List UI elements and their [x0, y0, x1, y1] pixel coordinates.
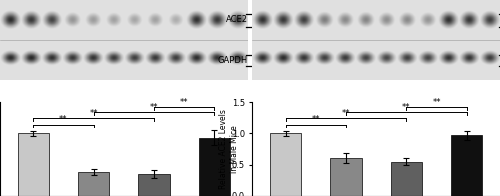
Bar	[138, 174, 170, 196]
Bar	[330, 159, 362, 196]
Text: 130: 130	[258, 12, 271, 17]
Text: **: **	[180, 98, 188, 107]
Text: 100: 100	[258, 24, 271, 30]
Bar	[270, 133, 302, 196]
Text: **: **	[432, 98, 441, 107]
Text: 35: 35	[258, 63, 266, 69]
Bar	[18, 133, 49, 196]
Bar	[390, 162, 422, 196]
Bar	[198, 138, 230, 196]
Text: 40: 40	[258, 52, 266, 58]
Text: **: **	[342, 109, 350, 118]
Text: **: **	[312, 115, 320, 124]
Bar	[451, 135, 482, 196]
Text: ACE2: ACE2	[226, 15, 248, 24]
Text: **: **	[59, 115, 68, 124]
Text: **: **	[90, 109, 98, 118]
Text: GAPDH: GAPDH	[218, 56, 248, 65]
Bar	[78, 172, 110, 196]
Y-axis label: Relative ACE2 Levels
in Male Mice: Relative ACE2 Levels in Male Mice	[219, 109, 238, 189]
Text: **: **	[402, 103, 410, 112]
Text: **: **	[150, 103, 158, 112]
